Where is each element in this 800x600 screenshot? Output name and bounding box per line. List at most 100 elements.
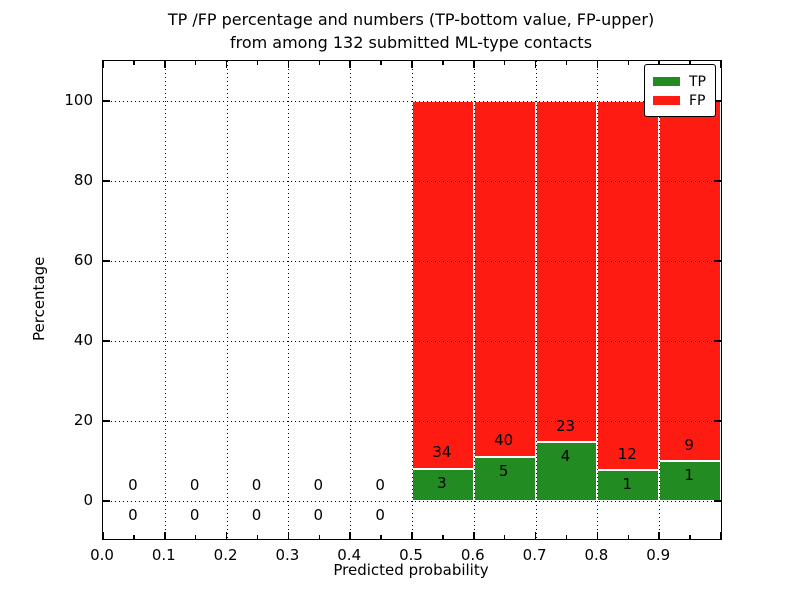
x-major-tick (287, 532, 290, 539)
x-major-tick (658, 532, 660, 539)
tp-count-label: 5 (498, 461, 509, 480)
x-tick-label: 0.5 (399, 546, 423, 564)
legend-item: FP (653, 92, 707, 109)
x-axis-label: Predicted probability (333, 561, 489, 579)
tp-bar-segment (412, 468, 474, 501)
x-tick-label: 0.9 (646, 546, 671, 564)
tp-count-label: 0 (313, 506, 324, 525)
x-minor-tick (503, 61, 506, 65)
fp-bar-segment (597, 101, 660, 471)
vertical-gridline (350, 61, 352, 539)
y-major-tick (714, 500, 721, 502)
y-tick-label: 60 (73, 251, 93, 269)
tp-count-label: 1 (622, 475, 633, 494)
y-tick-label: 80 (73, 171, 93, 189)
vertical-gridline (597, 61, 599, 539)
x-major-tick (411, 61, 413, 68)
y-major-tick (714, 100, 721, 102)
x-minor-tick (133, 535, 135, 539)
chart-title-line1: TP /FP percentage and numbers (TP-bottom… (167, 10, 655, 29)
x-tick-label: 0.1 (151, 546, 176, 564)
x-minor-tick (503, 535, 506, 539)
x-minor-tick (318, 535, 321, 539)
x-major-tick (596, 532, 599, 539)
y-major-tick (103, 260, 110, 262)
y-tick-label: 100 (64, 91, 93, 109)
x-minor-tick (689, 535, 691, 539)
tp-legend-swatch (653, 77, 680, 86)
fp-bar-segment (412, 101, 474, 469)
legend-item-label: TP (689, 73, 706, 90)
y-major-tick (103, 100, 110, 102)
fp-bar-segment (659, 101, 721, 461)
x-major-tick (349, 61, 351, 68)
fp-count-label: 23 (555, 416, 576, 435)
x-major-tick (473, 61, 475, 68)
y-major-tick (103, 420, 110, 422)
tp-count-label: 0 (375, 506, 385, 525)
y-tick-label: 20 (73, 411, 93, 429)
legend-item: TP (653, 73, 707, 90)
x-major-tick (720, 61, 722, 68)
x-minor-tick (380, 61, 382, 65)
x-tick-label: 0.7 (522, 546, 547, 564)
vertical-gridline (535, 61, 537, 539)
x-tick-label: 0.3 (275, 546, 300, 564)
vertical-gridline (659, 61, 661, 539)
x-minor-tick (380, 535, 382, 539)
tp-count-label: 1 (684, 466, 694, 485)
x-minor-tick (133, 61, 135, 65)
x-major-tick (349, 532, 351, 539)
x-minor-tick (627, 535, 630, 539)
x-minor-tick (256, 535, 259, 539)
fp-count-label: 0 (313, 475, 324, 494)
x-minor-tick (194, 535, 197, 539)
x-tick-label: 0.0 (90, 546, 114, 564)
x-major-tick (534, 532, 537, 539)
tp-bar-segment (597, 470, 660, 501)
fp-count-label: 0 (375, 475, 385, 494)
x-minor-tick (565, 535, 568, 539)
fp-count-label: 0 (128, 475, 138, 494)
tp-count-label: 0 (128, 506, 138, 525)
vertical-gridline (288, 61, 290, 539)
vertical-gridline (164, 61, 166, 539)
fp-count-label: 0 (251, 475, 262, 494)
y-tick-label: 0 (83, 491, 93, 509)
y-tick-label: 40 (73, 331, 93, 349)
y-major-tick (103, 500, 110, 502)
y-major-tick (714, 180, 721, 182)
fp-count-label: 0 (189, 475, 200, 494)
x-minor-tick (442, 535, 444, 539)
x-minor-tick (627, 61, 630, 65)
y-major-tick (103, 180, 110, 182)
x-tick-label: 0.4 (337, 546, 362, 564)
tp-count-label: 4 (560, 446, 571, 465)
legend-item-label: FP (689, 92, 706, 109)
fp-count-label: 12 (617, 445, 637, 464)
fp-count-label: 40 (494, 431, 514, 450)
x-tick-label: 0.8 (584, 546, 609, 564)
y-major-tick (714, 340, 721, 342)
x-minor-tick (318, 61, 321, 65)
fp-bar-segment (535, 101, 598, 442)
x-minor-tick (442, 61, 444, 65)
x-major-tick (164, 532, 166, 539)
chart-title: TP /FP percentage and numbers (TP-bottom… (102, 8, 720, 54)
vertical-gridline (473, 61, 475, 539)
y-major-tick (103, 340, 110, 342)
x-major-tick (287, 61, 290, 68)
fp-bar-segment (473, 101, 536, 457)
x-minor-tick (256, 61, 259, 65)
x-major-tick (102, 532, 104, 539)
x-major-tick (534, 61, 537, 68)
x-major-tick (102, 61, 104, 68)
x-major-tick (473, 532, 475, 539)
tp-count-label: 3 (437, 473, 447, 492)
x-major-tick (720, 532, 722, 539)
x-minor-tick (689, 61, 691, 65)
x-minor-tick (565, 61, 568, 65)
x-major-tick (225, 532, 228, 539)
fp-count-label: 34 (432, 443, 452, 462)
